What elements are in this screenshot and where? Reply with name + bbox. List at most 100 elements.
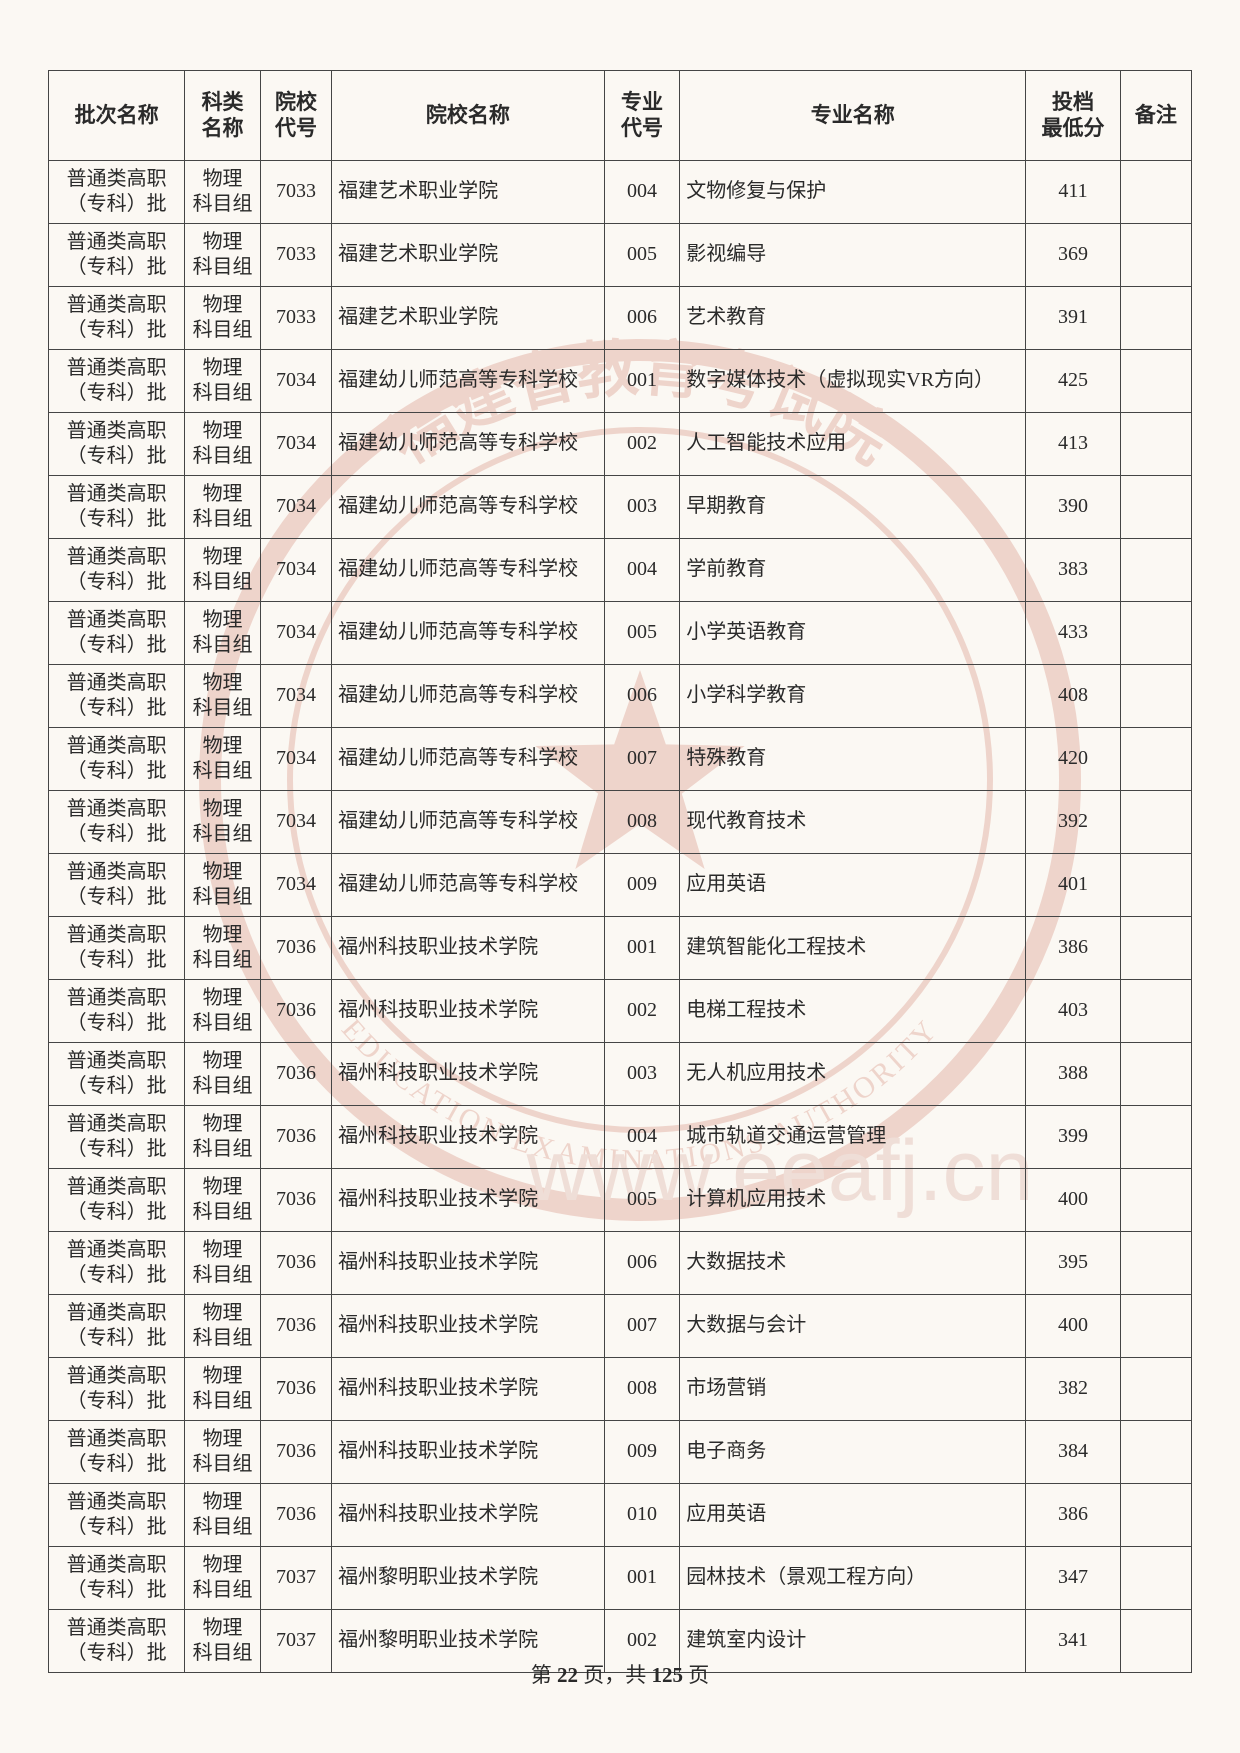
cell-major-code: 007: [604, 1294, 680, 1357]
cell-school-code: 7036: [260, 1483, 331, 1546]
cell-score: 408: [1026, 664, 1120, 727]
cell-subject: 物理科目组: [185, 916, 261, 979]
cell-note: [1120, 475, 1191, 538]
cell-score: 403: [1026, 979, 1120, 1042]
cell-score: 392: [1026, 790, 1120, 853]
cell-note: [1120, 1357, 1191, 1420]
cell-score: 413: [1026, 412, 1120, 475]
cell-score: 400: [1026, 1168, 1120, 1231]
cell-school-name: 福建幼儿师范高等专科学校: [332, 601, 605, 664]
cell-batch: 普通类高职（专科）批: [49, 601, 185, 664]
cell-school-code: 7036: [260, 1231, 331, 1294]
cell-subject: 物理科目组: [185, 160, 261, 223]
cell-school-name: 福州科技职业技术学院: [332, 1231, 605, 1294]
cell-major-name: 影视编导: [680, 223, 1026, 286]
cell-major-name: 电梯工程技术: [680, 979, 1026, 1042]
cell-note: [1120, 1168, 1191, 1231]
cell-batch: 普通类高职（专科）批: [49, 1483, 185, 1546]
table-row: 普通类高职（专科）批物理科目组7034福建幼儿师范高等专科学校005小学英语教育…: [49, 601, 1192, 664]
cell-major-code: 003: [604, 1042, 680, 1105]
table-body: 普通类高职（专科）批物理科目组7033福建艺术职业学院004文物修复与保护411…: [49, 160, 1192, 1672]
cell-batch: 普通类高职（专科）批: [49, 1294, 185, 1357]
cell-subject: 物理科目组: [185, 853, 261, 916]
cell-score: 420: [1026, 727, 1120, 790]
cell-school-name: 福建幼儿师范高等专科学校: [332, 727, 605, 790]
cell-batch: 普通类高职（专科）批: [49, 1042, 185, 1105]
table-row: 普通类高职（专科）批物理科目组7034福建幼儿师范高等专科学校002人工智能技术…: [49, 412, 1192, 475]
cell-major-name: 早期教育: [680, 475, 1026, 538]
cell-major-code: 001: [604, 349, 680, 412]
cell-school-code: 7034: [260, 349, 331, 412]
cell-note: [1120, 790, 1191, 853]
cell-batch: 普通类高职（专科）批: [49, 1168, 185, 1231]
cell-note: [1120, 412, 1191, 475]
cell-school-name: 福州科技职业技术学院: [332, 1294, 605, 1357]
cell-school-code: 7033: [260, 223, 331, 286]
cell-school-name: 福建幼儿师范高等专科学校: [332, 412, 605, 475]
cell-subject: 物理科目组: [185, 349, 261, 412]
cell-major-code: 006: [604, 1231, 680, 1294]
cell-batch: 普通类高职（专科）批: [49, 979, 185, 1042]
col-header-score: 投档最低分: [1026, 71, 1120, 161]
cell-school-name: 福建艺术职业学院: [332, 223, 605, 286]
cell-score: 391: [1026, 286, 1120, 349]
cell-subject: 物理科目组: [185, 1483, 261, 1546]
cell-school-code: 7036: [260, 979, 331, 1042]
cell-major-name: 大数据与会计: [680, 1294, 1026, 1357]
footer-prefix: 第: [531, 1663, 557, 1687]
table-row: 普通类高职（专科）批物理科目组7036福州科技职业技术学院008市场营销382: [49, 1357, 1192, 1420]
cell-school-code: 7033: [260, 160, 331, 223]
cell-batch: 普通类高职（专科）批: [49, 1105, 185, 1168]
cell-subject: 物理科目组: [185, 601, 261, 664]
table-row: 普通类高职（专科）批物理科目组7036福州科技职业技术学院004城市轨道交通运营…: [49, 1105, 1192, 1168]
cell-school-name: 福州黎明职业技术学院: [332, 1546, 605, 1609]
cell-school-name: 福州科技职业技术学院: [332, 1420, 605, 1483]
cell-batch: 普通类高职（专科）批: [49, 1420, 185, 1483]
cell-subject: 物理科目组: [185, 1168, 261, 1231]
cell-subject: 物理科目组: [185, 1420, 261, 1483]
cell-subject: 物理科目组: [185, 475, 261, 538]
cell-note: [1120, 160, 1191, 223]
cell-school-name: 福建幼儿师范高等专科学校: [332, 349, 605, 412]
cell-school-code: 7036: [260, 1168, 331, 1231]
cell-subject: 物理科目组: [185, 412, 261, 475]
cell-school-name: 福州科技职业技术学院: [332, 1357, 605, 1420]
cell-school-name: 福州科技职业技术学院: [332, 1483, 605, 1546]
cell-batch: 普通类高职（专科）批: [49, 853, 185, 916]
cell-score: 386: [1026, 916, 1120, 979]
cell-note: [1120, 916, 1191, 979]
cell-major-code: 005: [604, 601, 680, 664]
cell-major-code: 002: [604, 412, 680, 475]
cell-major-name: 建筑智能化工程技术: [680, 916, 1026, 979]
footer-suffix: 页: [683, 1663, 709, 1687]
cell-batch: 普通类高职（专科）批: [49, 727, 185, 790]
page-footer: 第 22 页，共 125 页: [0, 1659, 1240, 1689]
table-row: 普通类高职（专科）批物理科目组7036福州科技职业技术学院006大数据技术395: [49, 1231, 1192, 1294]
cell-major-code: 008: [604, 1357, 680, 1420]
cell-major-code: 004: [604, 1105, 680, 1168]
table-row: 普通类高职（专科）批物理科目组7036福州科技职业技术学院001建筑智能化工程技…: [49, 916, 1192, 979]
table-row: 普通类高职（专科）批物理科目组7034福建幼儿师范高等专科学校003早期教育39…: [49, 475, 1192, 538]
table-row: 普通类高职（专科）批物理科目组7034福建幼儿师范高等专科学校009应用英语40…: [49, 853, 1192, 916]
cell-score: 390: [1026, 475, 1120, 538]
cell-subject: 物理科目组: [185, 286, 261, 349]
cell-subject: 物理科目组: [185, 1042, 261, 1105]
table-row: 普通类高职（专科）批物理科目组7037福州黎明职业技术学院001园林技术（景观工…: [49, 1546, 1192, 1609]
cell-major-code: 006: [604, 286, 680, 349]
cell-school-name: 福州科技职业技术学院: [332, 1105, 605, 1168]
col-header-batch: 批次名称: [49, 71, 185, 161]
footer-mid: 页，共: [578, 1663, 652, 1687]
footer-total: 125: [652, 1663, 684, 1687]
cell-subject: 物理科目组: [185, 979, 261, 1042]
cell-school-code: 7034: [260, 601, 331, 664]
table-row: 普通类高职（专科）批物理科目组7034福建幼儿师范高等专科学校004学前教育38…: [49, 538, 1192, 601]
table-row: 普通类高职（专科）批物理科目组7033福建艺术职业学院005影视编导369: [49, 223, 1192, 286]
cell-note: [1120, 1105, 1191, 1168]
cell-note: [1120, 979, 1191, 1042]
cell-school-code: 7036: [260, 916, 331, 979]
cell-score: 399: [1026, 1105, 1120, 1168]
col-header-subj: 科类名称: [185, 71, 261, 161]
cell-major-name: 无人机应用技术: [680, 1042, 1026, 1105]
table-row: 普通类高职（专科）批物理科目组7036福州科技职业技术学院009电子商务384: [49, 1420, 1192, 1483]
col-header-mname: 专业名称: [680, 71, 1026, 161]
